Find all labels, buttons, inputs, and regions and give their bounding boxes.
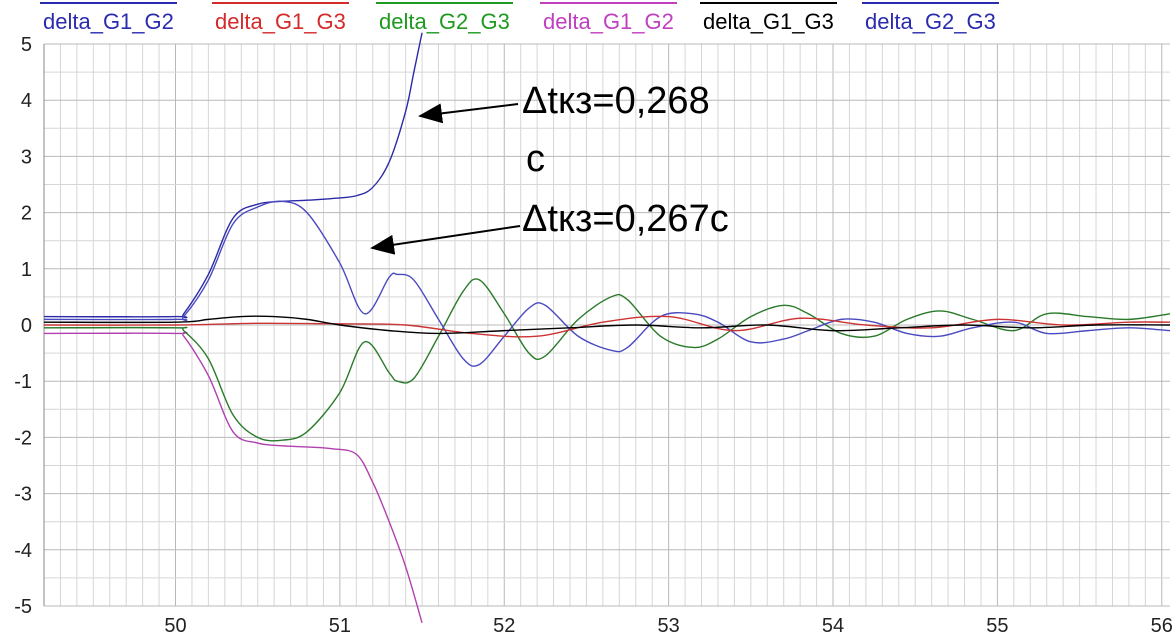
series-line-6: [43, 315, 1171, 335]
x-axis: 50 51 52 53 54 55 56: [164, 615, 1172, 637]
legend-label: delta_G1_G3: [215, 9, 346, 34]
series-line-3: [43, 278, 1171, 442]
annotation-1: Δtкз=0,268: [522, 80, 710, 122]
legend-label: delta_G2_G3: [865, 9, 996, 34]
x-tick-label: 55: [986, 615, 1008, 637]
legend-label: delta_G1_G2: [43, 9, 174, 34]
legend-item: delta_G1_G2: [540, 2, 677, 38]
y-axis: 5 4 3 2 1 0 -1 -2 -3 -4 -5: [14, 34, 32, 618]
x-tick-label: 50: [164, 615, 186, 637]
x-tick-label: 56: [1151, 615, 1172, 637]
series-line-2: [43, 331, 423, 624]
annotation-1-continuation: с: [526, 138, 545, 180]
y-tick-label: 2: [21, 203, 32, 225]
x-tick-label: 54: [822, 615, 844, 637]
y-tick-label: 1: [21, 259, 32, 281]
y-tick-label: 3: [21, 146, 32, 168]
annotation-2: Δtкз=0,267с: [522, 198, 729, 240]
legend-item: delta_G1_G3: [212, 2, 349, 38]
y-tick-label: -4: [14, 540, 32, 562]
annotation-arrow-1: [418, 103, 519, 124]
legend-label: delta_G1_G3: [703, 9, 834, 34]
legend-item: delta_G2_G3: [376, 2, 513, 38]
legend-label: delta_G2_G3: [379, 9, 510, 34]
series-line-1: [43, 32, 423, 319]
legend-item: delta_G1_G3: [700, 2, 837, 38]
x-tick-label: 52: [493, 615, 515, 637]
y-tick-label: -3: [14, 484, 32, 506]
y-tick-label: 5: [21, 34, 32, 56]
y-tick-label: -5: [14, 596, 32, 618]
annotation-arrow-2: [370, 225, 521, 255]
series-line-4: [43, 200, 1171, 367]
series-group: [43, 32, 1171, 624]
annotation-arrows: [370, 103, 521, 255]
x-tick-label: 51: [329, 615, 351, 637]
x-tick-label: 53: [658, 615, 680, 637]
y-tick-label: 4: [21, 90, 32, 112]
y-tick-label: 0: [21, 315, 32, 337]
series-line-5: [43, 315, 1171, 338]
y-tick-label: -2: [14, 427, 32, 449]
legend-item: delta_G1_G2: [40, 2, 177, 38]
legend-item: delta_G2_G3: [862, 2, 999, 38]
y-tick-label: -1: [14, 371, 32, 393]
legend-label: delta_G1_G2: [543, 9, 674, 34]
